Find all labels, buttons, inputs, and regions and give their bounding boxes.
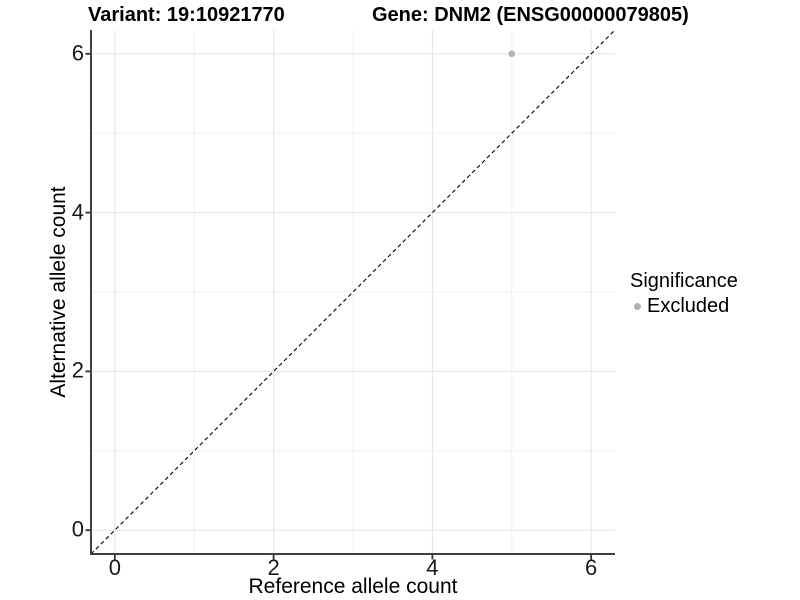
y-tick-label: 2 xyxy=(71,357,84,383)
legend: Significance Excluded xyxy=(630,270,738,318)
data-point-excluded xyxy=(508,50,516,58)
identity-reference-line xyxy=(90,29,616,555)
y-tick-label: 0 xyxy=(71,516,84,542)
x-axis-title: Reference allele count xyxy=(248,575,458,598)
y-axis-title: Alternative allele count xyxy=(47,186,70,398)
y-tick-label: 4 xyxy=(71,199,84,225)
x-tick-label: 6 xyxy=(585,555,598,580)
x-tick-label: 0 xyxy=(108,555,121,580)
plot-title-variant: Variant: 19:10921770 xyxy=(88,4,285,26)
plot-title-gene: Gene: DNM2 (ENSG00000079805) xyxy=(372,4,689,26)
legend-title: Significance xyxy=(630,270,738,292)
legend-item-excluded: Excluded xyxy=(634,295,738,318)
x-tick-label: 4 xyxy=(426,555,439,580)
x-tick-label: 2 xyxy=(267,555,280,580)
legend-key-dot-icon xyxy=(634,303,641,310)
y-tick-label: 6 xyxy=(71,40,84,66)
legend-item-label: Excluded xyxy=(647,295,730,317)
